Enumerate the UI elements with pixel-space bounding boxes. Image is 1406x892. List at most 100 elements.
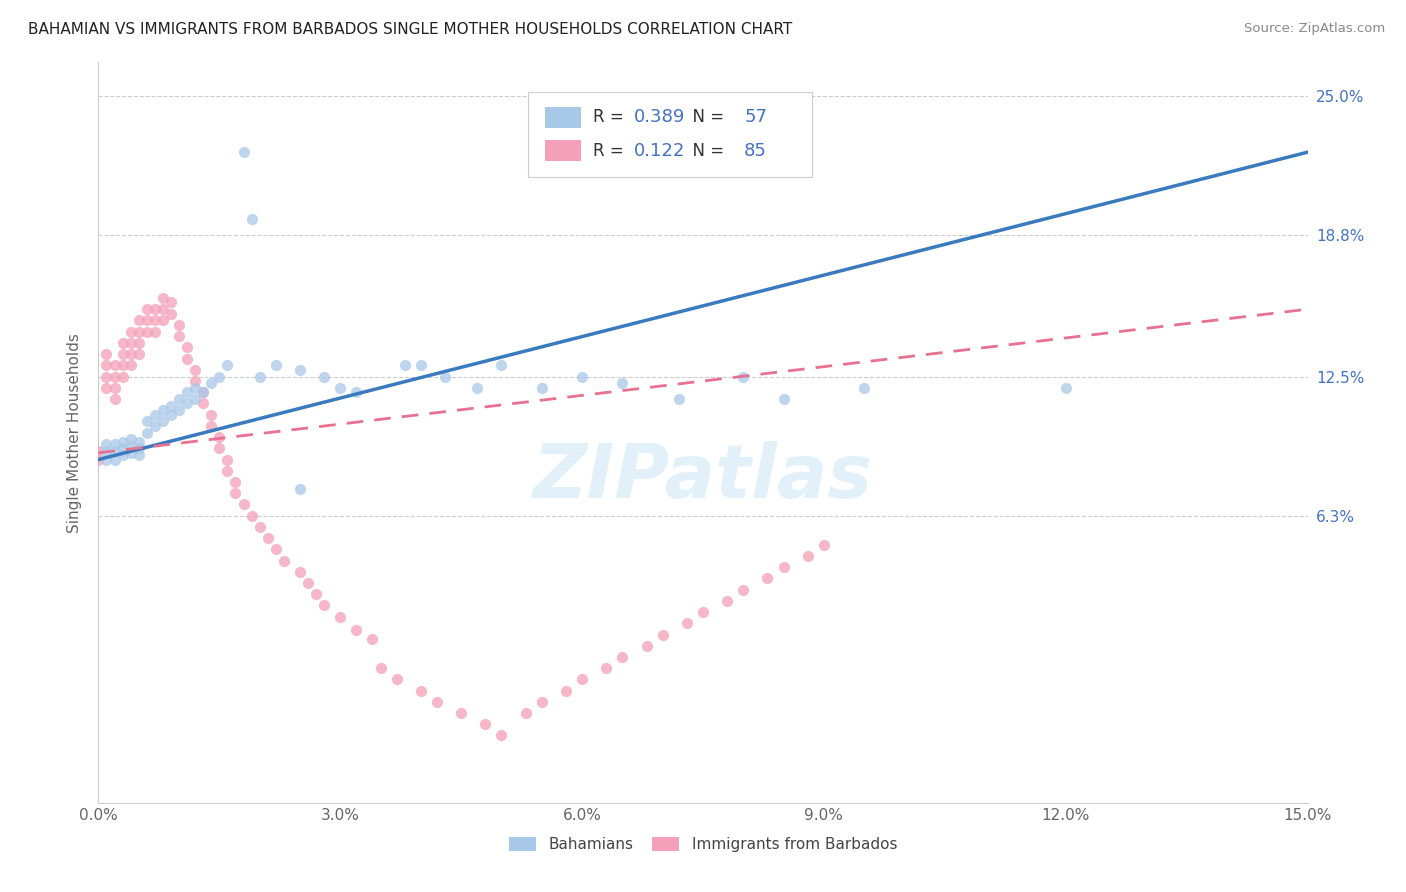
Point	[208, 442, 231, 456]
Y-axis label: Single Mother Households: Single Mother Households	[67, 333, 83, 533]
Point	[167, 318, 190, 332]
Text: N =: N =	[682, 142, 730, 160]
Point	[143, 418, 166, 433]
Point	[160, 399, 183, 413]
Point	[143, 302, 166, 317]
Point	[96, 369, 118, 384]
Text: ZIPatlas: ZIPatlas	[533, 441, 873, 514]
Point	[184, 363, 207, 377]
Point	[111, 442, 134, 456]
Point	[96, 437, 118, 451]
Point	[385, 673, 408, 687]
Point	[434, 369, 457, 384]
Point	[426, 695, 449, 709]
Point	[103, 392, 125, 406]
Point	[135, 425, 157, 440]
Point	[450, 706, 472, 720]
Point	[152, 302, 174, 317]
Point	[232, 145, 254, 160]
FancyBboxPatch shape	[544, 107, 581, 128]
Point	[200, 418, 222, 433]
Point	[176, 340, 198, 354]
Point	[361, 632, 384, 646]
Point	[128, 442, 150, 456]
Point	[120, 433, 142, 447]
Point	[135, 325, 157, 339]
Point	[111, 434, 134, 449]
Point	[329, 609, 352, 624]
Point	[344, 385, 367, 400]
Point	[143, 325, 166, 339]
Point	[184, 392, 207, 406]
Text: N =: N =	[682, 108, 730, 127]
Point	[167, 329, 190, 343]
Point	[273, 553, 295, 567]
Point	[370, 661, 392, 675]
Point	[733, 369, 755, 384]
Point	[772, 392, 794, 406]
Point	[217, 452, 239, 467]
Point	[120, 335, 142, 350]
Point	[692, 605, 714, 619]
Point	[256, 531, 278, 545]
Point	[555, 683, 578, 698]
Text: R =: R =	[593, 108, 628, 127]
Point	[128, 448, 150, 462]
Point	[160, 307, 183, 321]
Point	[111, 448, 134, 462]
Point	[240, 508, 263, 523]
Point	[128, 335, 150, 350]
Point	[120, 439, 142, 453]
Point	[208, 430, 231, 444]
Text: Source: ZipAtlas.com: Source: ZipAtlas.com	[1244, 22, 1385, 36]
Point	[305, 587, 328, 601]
Point	[103, 443, 125, 458]
Point	[853, 381, 876, 395]
Point	[160, 408, 183, 422]
Point	[103, 452, 125, 467]
Point	[409, 359, 432, 373]
Point	[143, 408, 166, 422]
Point	[636, 639, 658, 653]
Point	[288, 565, 311, 579]
Point	[120, 347, 142, 361]
Point	[224, 486, 246, 500]
Text: R =: R =	[593, 142, 628, 160]
Point	[232, 497, 254, 511]
Point	[128, 434, 150, 449]
Point	[103, 437, 125, 451]
Legend: Bahamians, Immigrants from Barbados: Bahamians, Immigrants from Barbados	[503, 830, 903, 858]
Point	[716, 594, 738, 608]
Point	[329, 381, 352, 395]
Point	[249, 520, 271, 534]
Point	[135, 414, 157, 428]
Point	[288, 363, 311, 377]
Point	[152, 313, 174, 327]
Point	[217, 359, 239, 373]
Point	[676, 616, 699, 631]
Point	[96, 443, 118, 458]
Point	[176, 385, 198, 400]
Point	[87, 452, 110, 467]
Point	[474, 717, 496, 731]
Point	[264, 359, 287, 373]
Point	[96, 381, 118, 395]
Point	[249, 369, 271, 384]
Point	[152, 291, 174, 305]
Point	[120, 325, 142, 339]
Point	[87, 443, 110, 458]
Point	[1054, 381, 1077, 395]
Text: 57: 57	[744, 108, 768, 127]
Point	[135, 302, 157, 317]
Text: 85: 85	[744, 142, 768, 160]
Point	[208, 369, 231, 384]
Point	[264, 542, 287, 557]
Point	[530, 695, 553, 709]
Point	[103, 369, 125, 384]
Point	[167, 392, 190, 406]
Point	[176, 396, 198, 410]
Point	[733, 582, 755, 597]
Point	[111, 347, 134, 361]
Point	[96, 347, 118, 361]
Point	[756, 571, 779, 585]
